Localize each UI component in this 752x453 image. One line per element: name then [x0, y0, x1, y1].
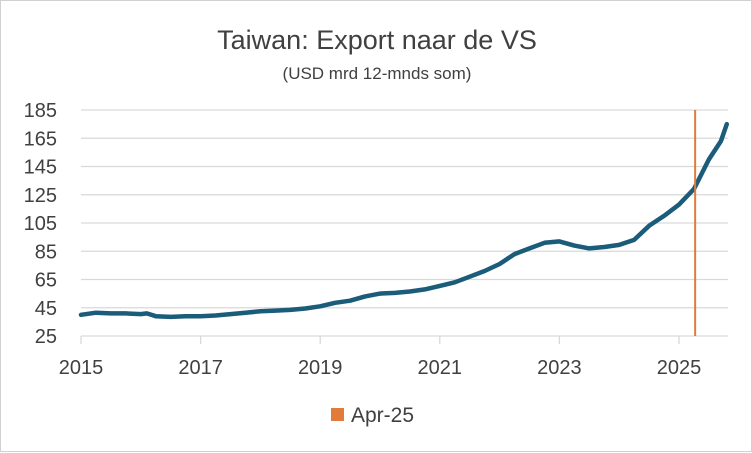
x-tick-label: 2015 [59, 357, 104, 379]
y-tick-label: 85 [35, 241, 57, 263]
y-tick-label: 185 [24, 100, 57, 122]
x-tick-label: 2017 [178, 357, 223, 379]
y-tick-label: 25 [35, 326, 57, 348]
x-tick-label: 2021 [418, 357, 463, 379]
x-tick-label: 2025 [657, 357, 702, 379]
legend: Apr-25 [331, 404, 414, 427]
legend-label-apr-25: Apr-25 [351, 404, 414, 427]
x-tick-label: 2023 [537, 357, 582, 379]
y-tick-label: 45 [35, 298, 57, 320]
y-tick-label: 145 [24, 157, 57, 179]
chart-subtitle: (USD mrd 12-mnds som) [283, 64, 472, 83]
y-tick-label: 165 [24, 128, 57, 150]
chart-title: Taiwan: Export naar de VS [217, 25, 537, 55]
x-tick-label: 2019 [298, 357, 343, 379]
y-tick-label: 125 [24, 185, 57, 207]
series-line-export [78, 121, 730, 320]
legend-swatch-apr-25 [331, 408, 344, 421]
y-tick-label: 105 [24, 213, 57, 235]
y-tick-label: 65 [35, 270, 57, 292]
